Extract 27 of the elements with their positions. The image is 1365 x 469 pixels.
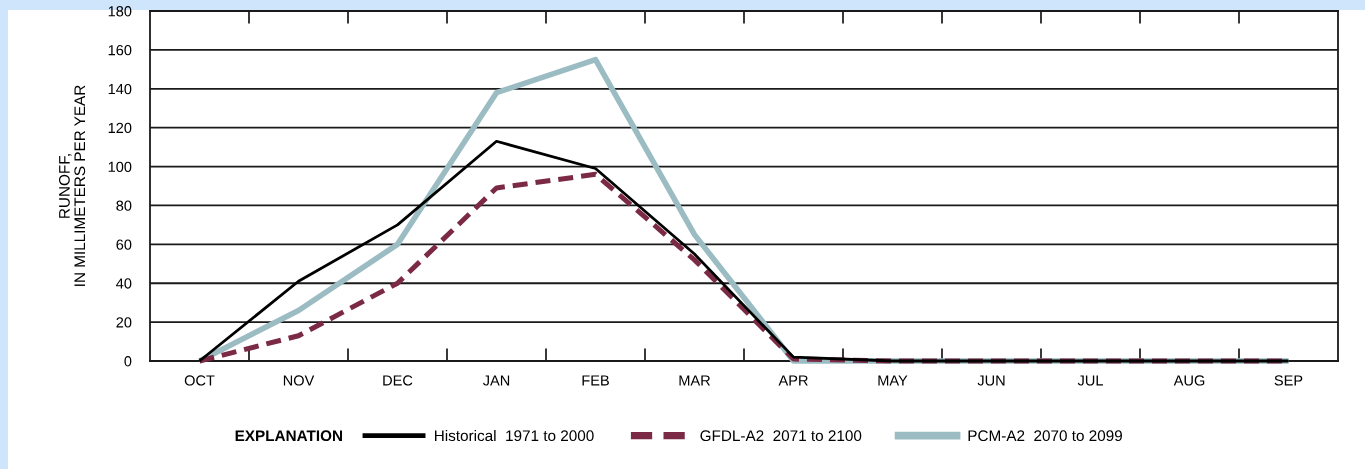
legend-label: GFDL-A2 2071 to 2100 xyxy=(700,430,862,442)
legend-label: Historical 1971 to 2000 xyxy=(435,429,594,442)
x-tick-label: APR xyxy=(778,375,808,386)
x-tick-label: AUG xyxy=(1173,375,1205,386)
y-tick-label: 60 xyxy=(116,239,132,250)
x-tick-label: JAN xyxy=(482,375,510,386)
y-tick-label: 160 xyxy=(108,44,132,56)
y-tick-label: 20 xyxy=(116,317,132,328)
x-tick-label: JUL xyxy=(1077,375,1103,386)
y-tick-label: 180 xyxy=(108,6,132,17)
x-tick-label: MAR xyxy=(679,375,711,386)
y-axis-title: RUNOFF, IN MILLIMETERS PER YEAR xyxy=(58,85,86,286)
legend-label: PCM-A2 2070 to 2099 xyxy=(968,430,1122,442)
x-tick-label: SEP xyxy=(1274,375,1303,386)
legend-title: EXPLANATION xyxy=(235,430,342,442)
x-tick-label: OCT xyxy=(184,375,215,386)
x-tick-label: JUN xyxy=(977,375,1005,386)
y-tick-label: 100 xyxy=(108,161,132,172)
y-tick-label: 140 xyxy=(108,83,132,95)
y-tick-label: 40 xyxy=(116,278,132,289)
x-tick-label: DEC xyxy=(383,375,413,386)
y-tick-label: 120 xyxy=(108,122,132,134)
x-tick-label: MAY xyxy=(878,375,908,386)
y-tick-label: 0 xyxy=(124,356,132,367)
x-tick-label: FEB xyxy=(582,375,609,386)
x-tick-label: NOV xyxy=(283,375,315,386)
y-tick-label: 80 xyxy=(116,200,132,211)
